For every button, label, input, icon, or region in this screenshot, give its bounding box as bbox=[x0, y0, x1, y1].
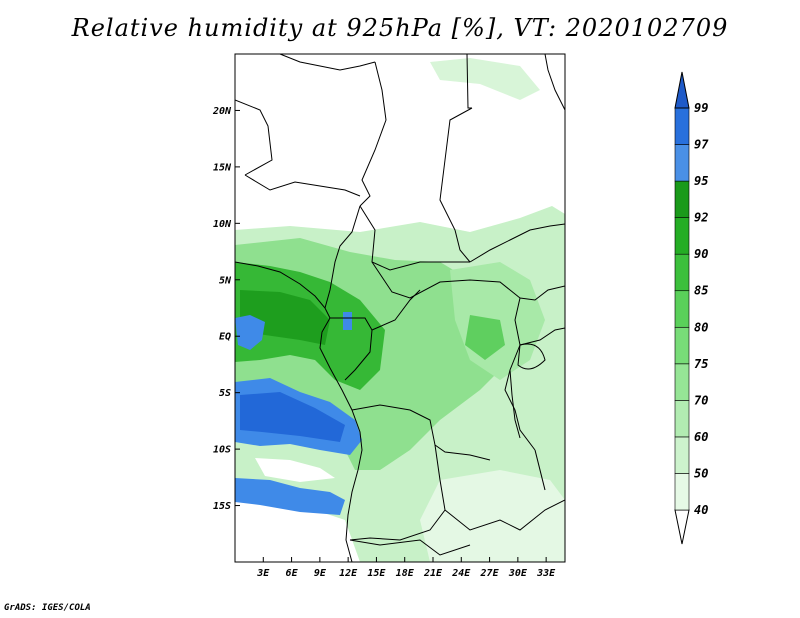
lon-tick-label: 3E bbox=[256, 568, 270, 579]
lat-tick-label: 5S bbox=[219, 388, 231, 399]
lat-tick-label: 10N bbox=[213, 219, 232, 230]
lon-tick-label: 12E bbox=[339, 568, 358, 579]
colorbar-label: 40 bbox=[694, 503, 708, 517]
border-drc-east bbox=[504, 297, 536, 451]
border-nigeria-cameroon bbox=[324, 205, 361, 309]
border-chad-car bbox=[359, 205, 470, 271]
colorbar-label: 70 bbox=[694, 393, 708, 407]
lake-malawi bbox=[534, 449, 546, 491]
humidity-area-saturated-south bbox=[235, 478, 345, 515]
colorbar-label: 75 bbox=[694, 357, 708, 371]
humidity-area-north-patch bbox=[430, 58, 540, 100]
border-east-africa bbox=[519, 327, 565, 346]
colorbar-label: 80 bbox=[694, 320, 708, 334]
border-angola-zambia bbox=[349, 444, 446, 541]
colorbar-upper-extension bbox=[674, 71, 690, 109]
border-south-sudan bbox=[519, 285, 565, 301]
humidity-area-dry-pocket bbox=[255, 458, 335, 482]
lon-tick-label: 24E bbox=[451, 568, 471, 579]
colorbar-label: 99 bbox=[694, 101, 708, 115]
border-algeria-libya bbox=[279, 54, 376, 71]
humidity-area-pale bbox=[420, 470, 565, 562]
lat-tick-label: 15S bbox=[213, 501, 231, 512]
lon-tick-label: 30E bbox=[508, 568, 528, 579]
colorbar-segment bbox=[674, 144, 690, 182]
west-africa-coastline bbox=[235, 261, 363, 562]
colorbar-segment bbox=[674, 217, 690, 255]
colorbar-segment bbox=[674, 180, 690, 218]
lat-tick-label: 5N bbox=[219, 275, 232, 286]
colorbar-label: 90 bbox=[694, 247, 708, 261]
colorbar-label: 60 bbox=[694, 430, 708, 444]
colorbar-label: 95 bbox=[694, 174, 708, 188]
humidity-field bbox=[235, 58, 565, 562]
humidity-area-saturated-west bbox=[235, 315, 265, 350]
colorbar-segment bbox=[674, 253, 690, 292]
lake-tanganyika bbox=[509, 369, 521, 439]
colorbar: 40 50 60 70 75 80 85 90 92 95 97 99 bbox=[674, 71, 709, 545]
border-libya-egypt bbox=[466, 54, 472, 109]
colorbar-segment bbox=[674, 363, 690, 401]
lon-tick-label: 21E bbox=[423, 568, 443, 579]
lake-victoria bbox=[517, 343, 546, 370]
border-sudan-south bbox=[469, 223, 565, 263]
lat-tick-label: 15N bbox=[213, 162, 232, 173]
lon-tick-label: 18E bbox=[396, 568, 415, 579]
border-namibia-south bbox=[349, 539, 471, 556]
border-niger-chad bbox=[359, 61, 387, 207]
longitude-axis: 3E 6E 9E 12E 15E 18E 21E 24E 27E 30E 33E bbox=[256, 557, 556, 579]
border-niger-north bbox=[235, 99, 273, 176]
latitude-axis: 20N 15N 10N 5N EQ 5S 10S 15S bbox=[212, 106, 240, 512]
lon-tick-label: 33E bbox=[536, 568, 556, 579]
lat-tick-label: 10S bbox=[213, 445, 231, 456]
grads-credit: GrADS: IGES/COLA bbox=[4, 603, 91, 613]
map-frame bbox=[234, 53, 566, 563]
border-zambia-south bbox=[444, 499, 565, 531]
red-sea-coast bbox=[544, 54, 565, 111]
lat-tick-label: EQ bbox=[219, 332, 231, 343]
humidity-area-saturated-gulf bbox=[343, 312, 352, 330]
colorbar-label: 97 bbox=[694, 138, 709, 152]
lon-tick-label: 9E bbox=[314, 568, 327, 579]
political-borders bbox=[235, 54, 565, 562]
border-congo-drc bbox=[371, 289, 421, 331]
lat-tick-label: 20N bbox=[212, 106, 232, 117]
colorbar-label: 85 bbox=[694, 284, 708, 298]
lon-tick-label: 27E bbox=[480, 568, 500, 579]
border-chad-sudan bbox=[439, 107, 473, 263]
colorbar-segment bbox=[674, 436, 690, 474]
colorbar-lower-extension bbox=[674, 509, 690, 545]
humidity-area-dark-east bbox=[465, 315, 505, 360]
colorbar-label: 92 bbox=[694, 211, 708, 225]
map-title: Relative humidity at 925hPa [%], VT: 202… bbox=[71, 14, 729, 42]
border-nigeria-north bbox=[244, 174, 361, 197]
lon-tick-label: 6E bbox=[286, 568, 299, 579]
border-car-south bbox=[371, 261, 521, 299]
colorbar-segment bbox=[674, 473, 690, 511]
colorbar-label: 50 bbox=[694, 466, 708, 480]
colorbar-segment bbox=[674, 290, 690, 328]
colorbar-segment bbox=[674, 107, 690, 145]
humidity-area-saturated-core bbox=[240, 392, 345, 442]
colorbar-segment bbox=[674, 400, 690, 438]
lon-tick-label: 15E bbox=[367, 568, 386, 579]
colorbar-segment bbox=[674, 326, 690, 365]
border-drc-angola bbox=[351, 404, 491, 461]
